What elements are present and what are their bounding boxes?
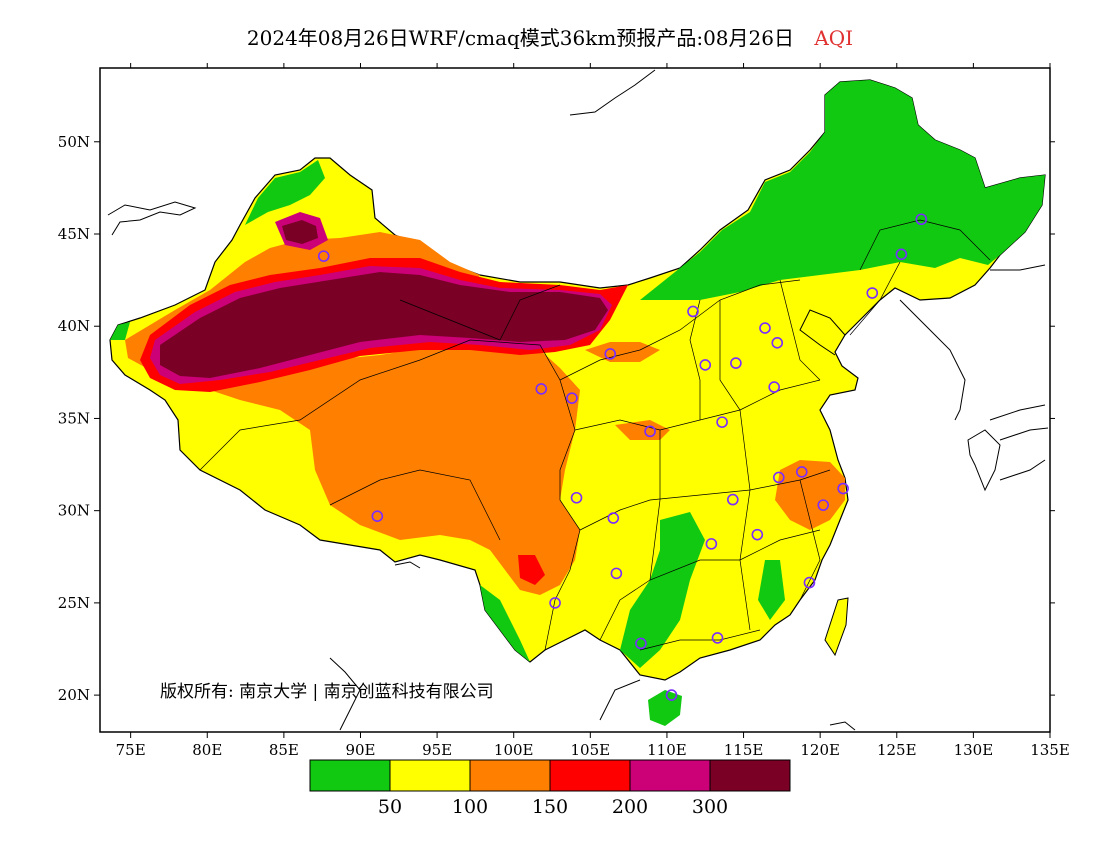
lon-tick-label: 95E [422,741,452,759]
lat-tick-label: 25N [58,594,90,612]
station-marker [610,567,623,580]
map-axes: 75E 80E 85E 90E 95E 100E 105E 110E 115E 120E 125E 1… [58,63,1070,759]
station-marker [711,632,724,644]
lat-tick-label: 50N [58,133,90,151]
colorbar-label: 200 [612,796,648,818]
station-marker [570,491,583,504]
station-marker [915,213,928,226]
station-marker [817,499,830,511]
zone-orange-central [615,420,670,440]
station-marker [705,538,718,550]
zone-green-south [620,512,705,668]
station-marker [772,471,785,484]
station-marker [759,322,771,334]
map-frame [99,67,1051,733]
lon-tick-label: 75E [116,741,146,759]
station-marker [895,248,908,261]
zone-darkred-xinjiang-north [282,220,318,244]
colorbar-label: 300 [692,796,728,818]
zone-orange-east [775,460,845,530]
zone-green-yunnan [480,585,530,662]
lon-tick-label: 100E [494,741,534,759]
colorbar-swatch [469,759,551,792]
lon-tick-label: 85E [269,741,299,759]
lat-tick-label: 20N [58,686,90,704]
colorbar-swatch [709,759,791,792]
aqi-colorbar: 50 100 150 200 300 [309,759,791,818]
colorbar-label: 100 [452,796,488,818]
station-marker [727,493,739,506]
station-marker [604,348,617,360]
station-marker [716,416,728,428]
variable-label: AQI [814,26,854,50]
station-marker [644,425,656,438]
lon-tick-label: 125E [877,741,917,759]
colorbar-swatch [629,759,711,792]
station-marker [566,392,578,404]
station-marker [371,510,384,523]
colorbar-label: 150 [532,796,568,818]
lon-tick-label: 120E [800,741,840,759]
colorbar-label: 50 [378,796,402,818]
station-marker [771,337,784,349]
lat-tick-label: 45N [58,225,90,243]
lon-tick-label: 110E [647,741,687,759]
lon-tick-label: 130E [954,741,994,759]
zone-red-sichuan [518,555,545,585]
colorbar-swatch [389,759,471,792]
lon-tick-label: 90E [345,741,375,759]
station-marker [730,357,742,369]
lat-tick-label: 35N [58,409,90,427]
station-marker [837,482,849,495]
zone-darkred-taklimakan [160,272,608,378]
station-marker [795,466,808,478]
station-marker [535,383,548,395]
colorbar-swatch [549,759,631,792]
zone-orange-tibet [210,340,580,595]
station-marker [699,359,712,371]
lon-tick-label: 80E [192,741,222,759]
province-borders [199,219,991,651]
lat-tick-label: 30N [58,502,90,520]
station-marker [768,381,780,393]
station-marker [665,689,678,701]
zone-green-northwest [245,160,325,225]
copyright-text: 版权所有: 南京大学 | 南京创蓝科技有限公司 [160,682,494,702]
station-marker [549,597,561,609]
title-text: 2024年08月26日WRF/cmaq模式36km预报产品:08月26日 [246,26,794,50]
zone-green-northeast [640,80,1045,300]
map-title: 2024年08月26日WRF/cmaq模式36km预报产品:08月26日 AQI [0,22,1100,51]
zone-green-west [110,322,130,340]
station-marker [635,637,647,650]
lon-tick-label: 115E [724,741,764,759]
station-marker [607,512,620,524]
neighbor-coastlines [107,69,1049,731]
colorbar-swatch [309,759,391,792]
zone-green-south2 [758,560,785,620]
lon-tick-label: 135E [1030,741,1070,759]
lon-tick-label: 105E [571,741,611,759]
map-area: 版权所有: 南京大学 | 南京创蓝科技有限公司 [100,68,1050,732]
station-marker [866,287,879,299]
station-marker [803,576,816,589]
taiwan [824,597,849,657]
zone-orange-north [585,342,660,362]
station-markers [317,213,928,701]
station-marker [751,528,764,541]
lat-tick-label: 40N [58,317,90,335]
station-marker [317,250,330,262]
station-marker [687,305,699,318]
